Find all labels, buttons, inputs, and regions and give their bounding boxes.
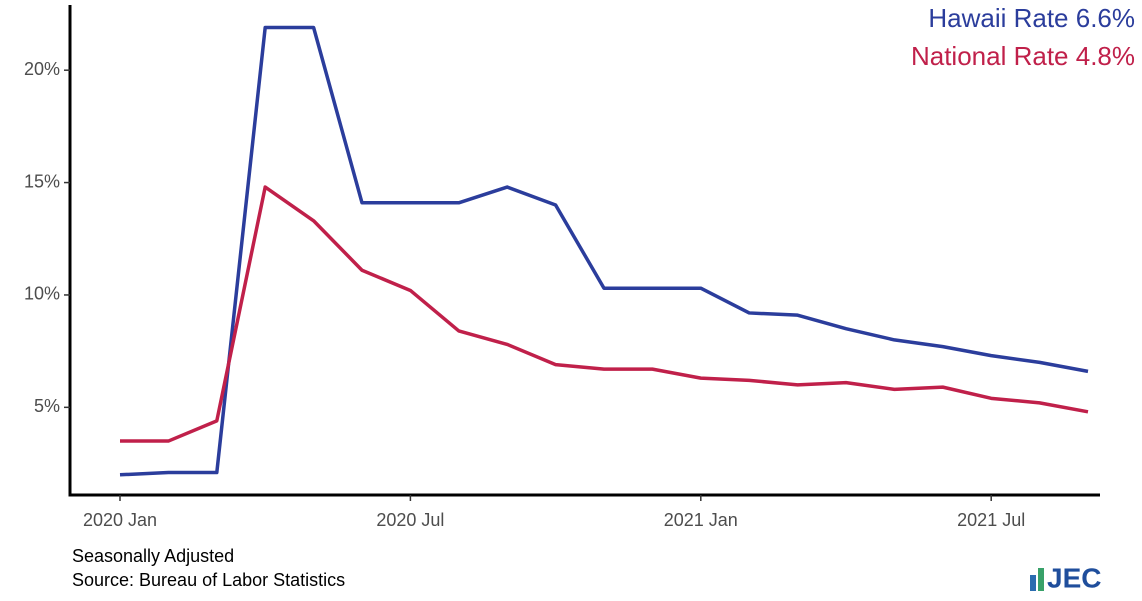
y-tick-label: 5% [34,396,60,416]
x-tick-label: 2021 Jul [957,510,1025,530]
y-tick-label: 20% [24,59,60,79]
note: Seasonally Adjusted [72,546,234,566]
y-tick-label: 15% [24,171,60,191]
legend-entry: National Rate 4.8% [911,41,1135,71]
x-tick-label: 2020 Jul [376,510,444,530]
line [119,25,1089,477]
logo-text: JEC [1047,562,1101,593]
legend-entry: Hawaii Rate 6.6% [928,3,1135,33]
x-tick-label: 2021 Jan [664,510,738,530]
logo: JEC [1030,562,1101,593]
logo-bar [1038,568,1044,591]
line [120,185,1089,443]
x-tick-label: 2020 Jan [83,510,157,530]
logo-bar [1030,575,1036,591]
y-tick-label: 10% [24,284,60,304]
note: Source: Bureau of Labor Statistics [72,570,345,590]
